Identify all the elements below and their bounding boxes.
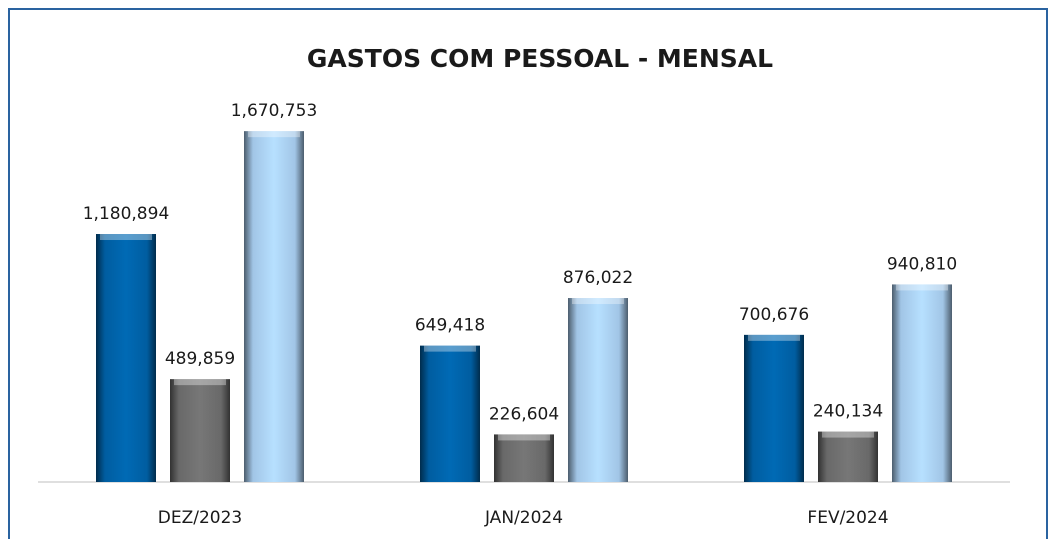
bar-highlight [174,379,226,386]
chart-title: GASTOS COM PESSOAL - MENSAL [307,44,773,73]
x-tick-label: FEV/2024 [807,508,888,528]
bar-highlight [822,431,874,438]
bar-highlight [572,298,624,305]
x-tick-label: DEZ/2023 [158,508,242,528]
bar [892,284,952,482]
bar [818,431,878,482]
data-label: 700,676 [739,305,809,325]
bar-highlight [748,334,800,341]
bar [494,434,554,482]
bar [420,345,480,482]
x-tick-label: JAN/2024 [484,508,563,528]
data-label: 240,134 [813,402,883,422]
bar [170,379,230,482]
data-label: 226,604 [489,404,559,424]
bar-highlight [498,434,550,441]
bar [244,131,304,482]
bar-highlight [424,345,476,352]
bar-highlight [248,131,300,138]
bar-highlight [896,284,948,291]
data-label: 489,859 [165,349,235,369]
bar [568,298,628,482]
data-label: 940,810 [887,254,957,274]
data-label: 876,022 [563,268,633,288]
data-label: 1,670,753 [231,101,318,121]
bar-highlight [100,234,152,241]
bar [96,234,156,482]
data-label: 1,180,894 [83,204,170,224]
data-label: 649,418 [415,316,485,336]
bar [744,334,804,482]
